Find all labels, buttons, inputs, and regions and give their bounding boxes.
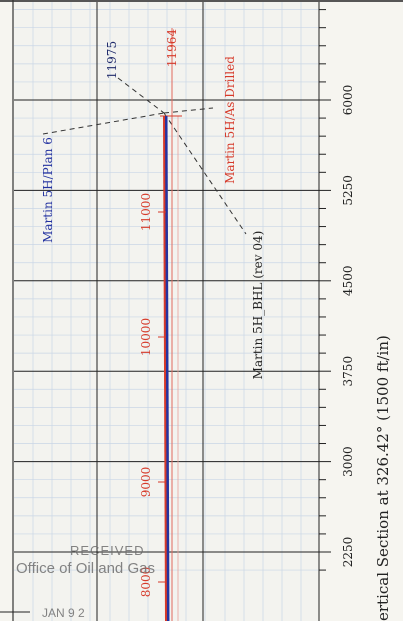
tick-label: 5250	[341, 175, 355, 206]
depth-label: 11000	[139, 193, 153, 231]
series-line-plan	[164, 115, 170, 621]
tick-label: 2250	[341, 537, 355, 568]
tick-label: 3750	[341, 356, 355, 387]
series-line-drilled	[163, 115, 167, 621]
dash-bhl-leader	[163, 112, 247, 235]
depth-label: 11975	[105, 41, 119, 79]
tick-label: 4500	[341, 266, 355, 297]
depth-label: 8000	[139, 567, 153, 598]
stamp-received: RECEIVED	[70, 543, 145, 558]
dash-plan-leader	[42, 112, 165, 135]
series-label: Martin 5H/Plan 6	[41, 137, 55, 243]
depth-label: 10000	[139, 318, 153, 356]
stamp-office: Office of Oil and Gas	[16, 560, 155, 577]
series-label: Martin 5H/As Drilled	[223, 56, 237, 184]
stamp-date: JAN 9 2	[42, 606, 85, 620]
tick-label: 6000	[341, 85, 355, 116]
series-label: Martin 5H_BHL (rev 04)	[251, 231, 265, 380]
depth-label: 9000	[139, 467, 153, 498]
tick-label: 3000	[341, 446, 355, 477]
dash-11975-leader	[117, 77, 165, 114]
axis-title: ertical Section at 326.42° (1500 ft/in)	[374, 335, 392, 621]
depth-label: 11964	[165, 29, 179, 68]
